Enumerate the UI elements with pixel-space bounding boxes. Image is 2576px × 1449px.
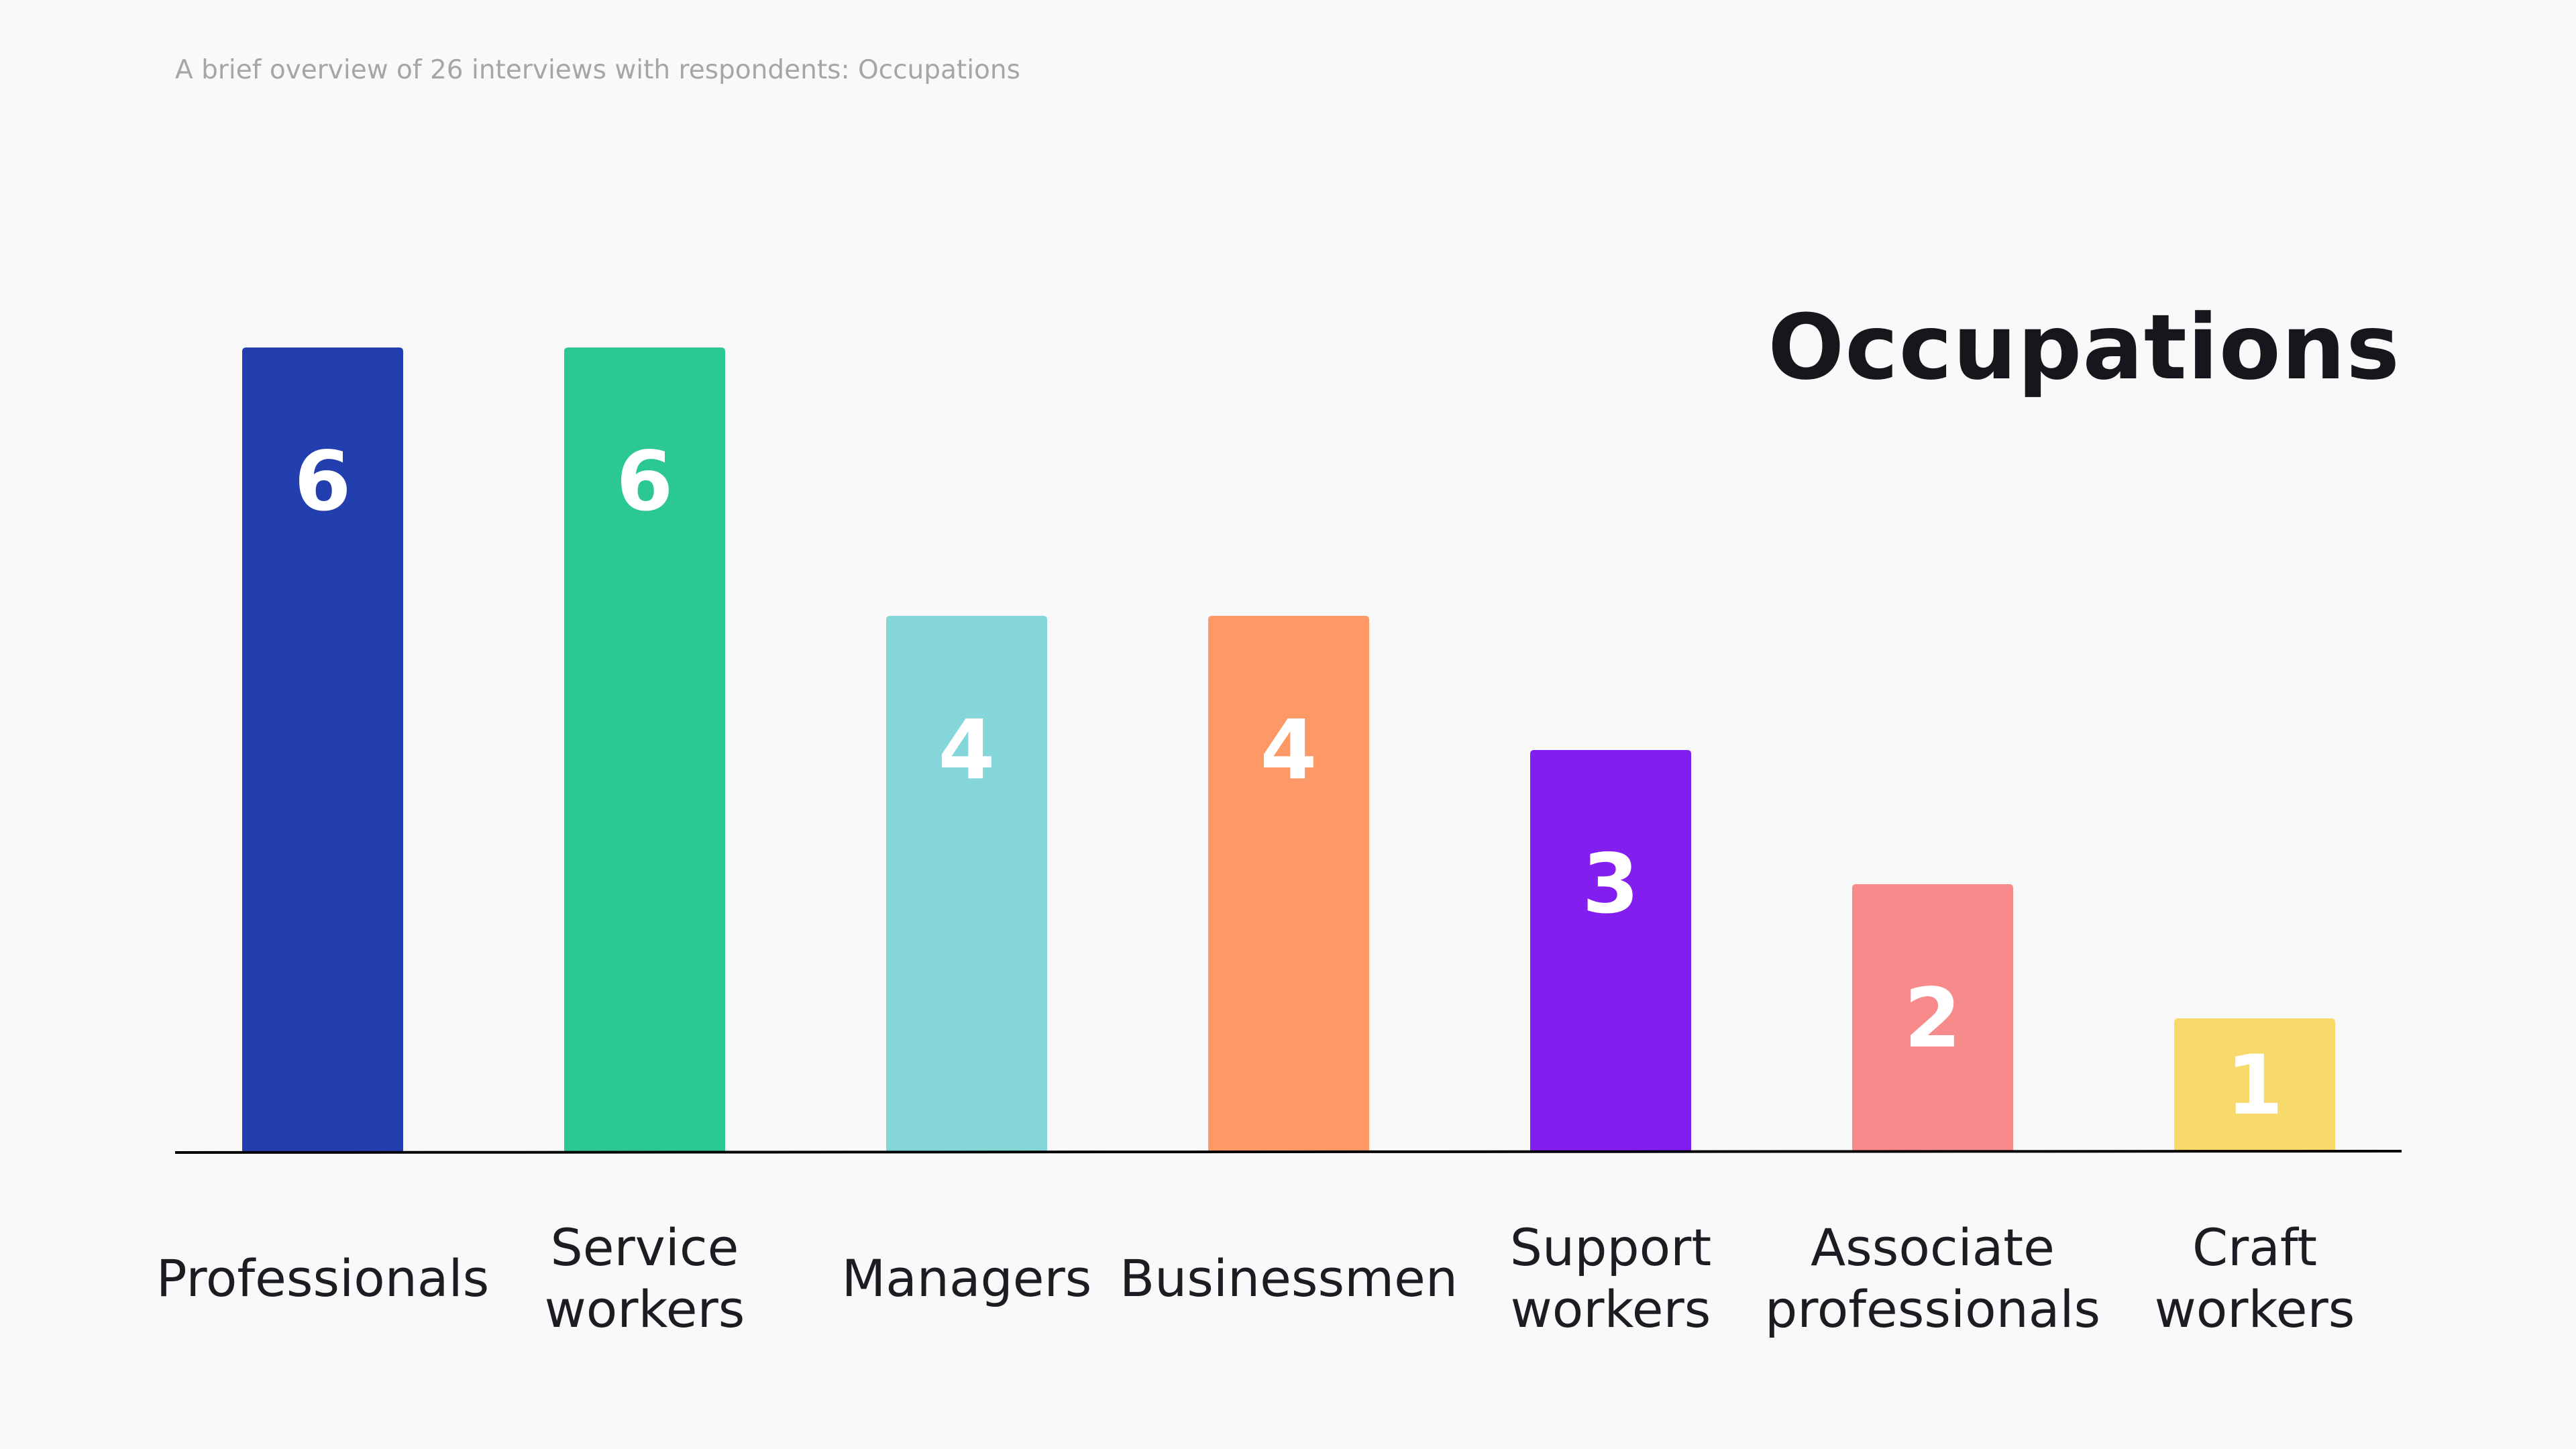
category-label-line: Craft bbox=[2192, 1218, 2317, 1277]
category-label-line: workers bbox=[1511, 1279, 1711, 1339]
bar-value-label-associate-professionals: 2 bbox=[1904, 971, 1962, 1066]
bar-value-label-service-workers: 6 bbox=[616, 434, 674, 529]
category-label-service-workers: Service workers bbox=[545, 1218, 745, 1339]
bar-managers bbox=[886, 616, 1047, 1152]
bar-businessmen bbox=[1208, 616, 1369, 1152]
category-label-craft-workers: Craft workers bbox=[2155, 1218, 2355, 1339]
category-label-support-workers: Support workers bbox=[1510, 1218, 1711, 1339]
bar-professionals bbox=[242, 347, 403, 1152]
bar-service-workers bbox=[564, 347, 725, 1152]
bar-value-label-managers: 4 bbox=[938, 702, 996, 798]
category-label-line: Service bbox=[551, 1218, 739, 1277]
bar-support-workers bbox=[1530, 750, 1691, 1152]
bar-value-label-businessmen: 4 bbox=[1260, 702, 1318, 798]
bar-value-label-support-workers: 3 bbox=[1582, 837, 1640, 932]
category-label-associate-professionals: Associate professionals bbox=[1765, 1218, 2100, 1339]
category-label-managers: Managers bbox=[842, 1248, 1092, 1308]
bar-value-label-professionals: 6 bbox=[294, 434, 352, 529]
bars-group: 6 6 4 4 3 2 1 bbox=[242, 347, 2335, 1152]
bar-craft-workers bbox=[2174, 1018, 2335, 1152]
category-label-businessmen: Businessmen bbox=[1120, 1248, 1458, 1308]
category-label-line: professionals bbox=[1765, 1279, 2100, 1339]
chart-title: Occupations bbox=[1768, 295, 2400, 400]
category-label-line: Support bbox=[1510, 1218, 1711, 1277]
x-axis-baseline bbox=[174, 1150, 2402, 1154]
chart-subtitle: A brief overview of 26 interviews with r… bbox=[175, 55, 1020, 85]
bar-value-label-craft-workers: 1 bbox=[2226, 1038, 2284, 1133]
category-label-line: Associate bbox=[1811, 1218, 2055, 1277]
category-label-line: workers bbox=[545, 1279, 745, 1339]
bar-associate-professionals bbox=[1852, 884, 2013, 1152]
category-label-professionals: Professionals bbox=[156, 1248, 489, 1308]
category-label-line: workers bbox=[2155, 1279, 2355, 1339]
